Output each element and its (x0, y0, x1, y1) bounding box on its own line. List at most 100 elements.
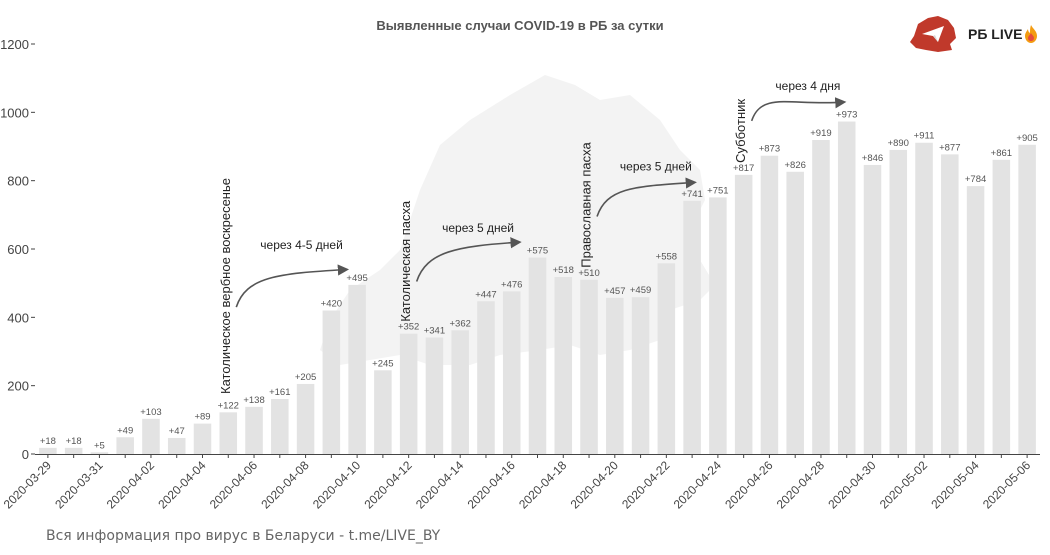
y-tick-label: 400 (7, 310, 29, 325)
data-label: +575 (527, 246, 548, 257)
x-tick-label: 2020-04-08 (258, 458, 312, 512)
x-tick-label: 2020-03-29 (1, 458, 55, 512)
x-tick-label: 2020-04-22 (619, 458, 673, 512)
x-tick-label: 2020-05-06 (980, 458, 1034, 512)
bar (915, 142, 933, 454)
data-label: +47 (169, 426, 185, 437)
data-label: +476 (501, 279, 522, 290)
belarus-logo-icon (910, 16, 956, 52)
data-label: +905 (1016, 133, 1037, 144)
data-label: +49 (117, 425, 133, 436)
annotation-event-label: Католическая пасха (398, 200, 413, 322)
x-axis: 2020-03-292020-03-312020-04-022020-04-04… (1, 454, 1040, 512)
data-label: +877 (939, 142, 960, 153)
bar (528, 257, 547, 454)
bar (193, 423, 212, 454)
bar (296, 383, 315, 454)
data-label: +558 (656, 251, 677, 262)
data-label: +890 (888, 138, 909, 149)
data-label: +18 (66, 436, 82, 447)
annotation-delay-note: через 5 дней (442, 221, 514, 235)
annotation-delay-note: через 4 дня (775, 79, 840, 93)
annotation-event-label: Субботник (733, 99, 748, 163)
bar (941, 154, 959, 454)
bar (657, 263, 676, 454)
x-tick-label: 2020-04-06 (207, 458, 261, 512)
annotation-arrow (235, 264, 350, 308)
bar (606, 297, 624, 454)
x-tick-label: 2020-04-02 (104, 458, 158, 512)
annotation-event-label: Православная пасха (579, 142, 594, 268)
fire-icon (1025, 25, 1038, 43)
bar (477, 301, 495, 454)
x-tick-label: 2020-03-31 (52, 458, 106, 512)
bar (116, 437, 134, 454)
bar (786, 171, 804, 455)
x-tick-label: 2020-05-02 (877, 458, 931, 512)
bar (889, 149, 908, 454)
x-tick-label: 2020-04-14 (413, 458, 467, 512)
bar (863, 164, 882, 454)
data-label: +138 (243, 395, 264, 406)
bar (399, 333, 418, 454)
data-label: +245 (372, 358, 393, 369)
bar (322, 310, 341, 454)
data-label: +447 (475, 289, 496, 300)
data-label: +18 (40, 436, 56, 447)
x-tick-label: 2020-04-04 (155, 458, 209, 512)
annotations: Католическое вербное воскресенье через 4-… (218, 79, 847, 394)
bar (502, 291, 521, 454)
data-label: +846 (862, 153, 883, 164)
data-labels: +18 +18 +5 +49 +103 +47 +89 +122 +138 +161 +205 +42… (40, 110, 1038, 452)
data-label: +784 (965, 174, 986, 185)
x-tick-label: 2020-04-24 (671, 458, 725, 512)
data-label: +973 (836, 110, 857, 121)
data-label: +459 (630, 285, 651, 296)
annotation-arrow (415, 237, 522, 282)
data-label: +420 (321, 299, 342, 310)
x-tick-label: 2020-04-12 (361, 458, 415, 512)
data-label: +457 (604, 286, 625, 297)
data-label: +495 (346, 273, 367, 284)
bar (554, 277, 573, 454)
bar (734, 174, 753, 454)
x-tick-label: 2020-04-18 (516, 458, 570, 512)
y-tick-label: 1000 (0, 105, 29, 120)
x-tick-label: 2020-04-20 (568, 458, 622, 512)
data-label: +741 (681, 189, 702, 200)
y-tick-label: 800 (7, 174, 29, 189)
annotation-arrow (596, 177, 697, 217)
y-tick-label: 600 (7, 242, 29, 257)
annotation-delay-note: через 4-5 дней (260, 238, 343, 252)
bar (683, 200, 701, 454)
bar (451, 330, 469, 454)
bar (709, 197, 727, 455)
bar (348, 284, 366, 454)
bar (374, 370, 392, 454)
bar (580, 279, 598, 454)
data-label: +751 (707, 185, 728, 196)
map-watermark (320, 75, 715, 365)
data-label: +362 (449, 318, 470, 329)
y-axis: 0 200 400 600 800 1000 1200 (0, 37, 35, 462)
chart-title: Выявленные случаи COVID-19 в РБ за сутки (376, 18, 663, 33)
data-label: +352 (398, 322, 419, 333)
bars (39, 121, 1036, 455)
annotation-delay-note: через 5 дней (620, 159, 692, 173)
bar (245, 406, 263, 454)
x-tick-label: 2020-05-04 (928, 458, 982, 512)
data-label: +826 (784, 160, 805, 171)
x-tick-label: 2020-04-10 (310, 458, 364, 512)
data-label: +341 (424, 325, 445, 336)
bar (812, 140, 830, 454)
data-label: +89 (194, 412, 210, 423)
brand: РБ LIVE (908, 14, 1038, 54)
bar (90, 452, 109, 454)
bar (271, 398, 289, 454)
x-tick-label: 2020-04-30 (825, 458, 879, 512)
brand-name: РБ LIVE (968, 26, 1023, 42)
y-tick-label: 0 (22, 447, 29, 462)
bar (992, 159, 1011, 454)
y-tick-label: 200 (7, 379, 29, 394)
